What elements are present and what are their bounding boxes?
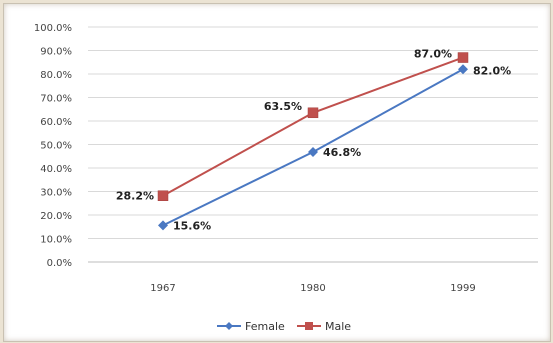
- y-tick-label: 10.0%: [40, 235, 72, 246]
- x-tick-label: 1980: [300, 283, 325, 294]
- legend-marker-female: [225, 322, 233, 330]
- y-tick-label: 40.0%: [40, 164, 72, 175]
- y-tick-label: 100.0%: [34, 23, 72, 34]
- x-tick-label: 1999: [450, 283, 475, 294]
- male-data-label: 87.0%: [414, 48, 452, 61]
- male-point: [307, 107, 319, 119]
- male-point: [457, 52, 469, 63]
- male-data-label: 63.5%: [264, 100, 302, 113]
- y-tick-label: 90.0%: [40, 47, 72, 58]
- y-tick-label: 20.0%: [40, 211, 72, 222]
- male-point: [157, 190, 169, 201]
- legend-label-male: Male: [325, 320, 351, 333]
- chart-frame: 0.0% 10.0% 20.0% 30.0% 40.0% 50.0% 60.0% 70.0% 8…: [3, 3, 551, 342]
- female-data-label: 46.8%: [323, 146, 361, 159]
- line-chart: 0.0% 10.0% 20.0% 30.0% 40.0% 50.0% 60.0% 70.0% 8…: [34, 23, 538, 333]
- y-tick-label: 30.0%: [40, 188, 72, 199]
- y-tick-label: 80.0%: [40, 70, 72, 81]
- x-tick-label: 1967: [150, 283, 175, 294]
- female-point: [458, 64, 468, 75]
- y-tick-label: 60.0%: [40, 117, 72, 128]
- y-tick-label: 0.0%: [47, 258, 72, 269]
- y-tick-label: 70.0%: [40, 94, 72, 105]
- legend-label-female: Female: [245, 320, 285, 333]
- female-data-label: 82.0%: [473, 64, 511, 77]
- female-point: [158, 220, 168, 231]
- female-point: [308, 147, 318, 158]
- legend-marker-male: [305, 322, 313, 330]
- female-data-label: 15.6%: [173, 219, 211, 232]
- series-line-male: [162, 56, 464, 197]
- male-data-label: 28.2%: [116, 190, 154, 203]
- y-tick-label: 50.0%: [40, 141, 72, 152]
